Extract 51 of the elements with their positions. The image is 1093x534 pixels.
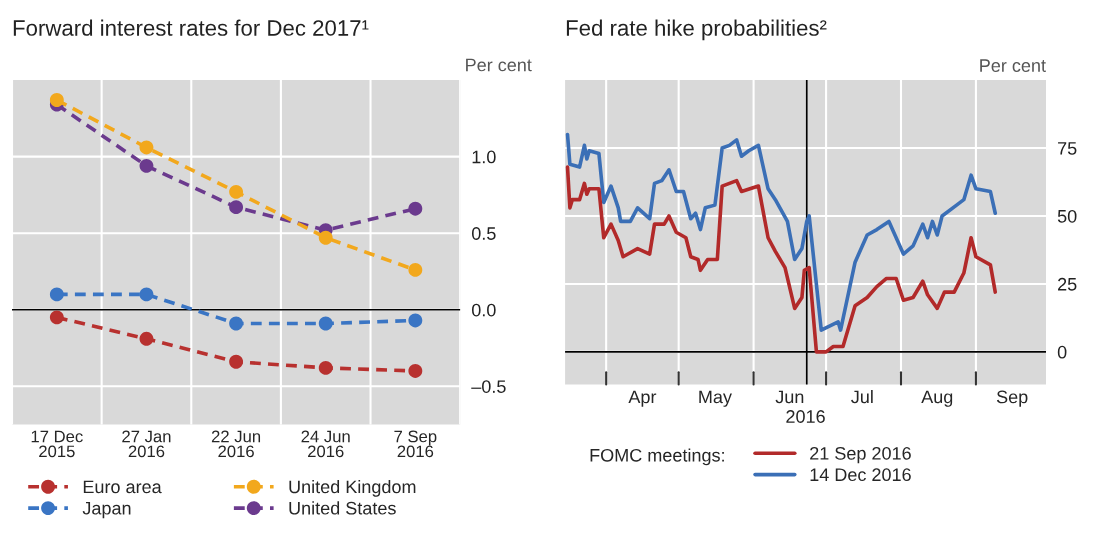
x-tick-label: Jun bbox=[775, 390, 804, 404]
y-axis-title: Per cent bbox=[466, 58, 532, 72]
legend-label: Japan bbox=[82, 501, 131, 519]
x-tick-label: Jul bbox=[851, 390, 873, 404]
x-tick-label: 24 Jun 2016 bbox=[301, 430, 350, 458]
point bbox=[408, 262, 423, 277]
y-tick-label: 0 bbox=[1057, 345, 1067, 359]
y-tick-label: 25 bbox=[1058, 277, 1077, 291]
point bbox=[229, 200, 244, 215]
point bbox=[408, 201, 423, 216]
x-tick-label: May bbox=[699, 390, 732, 407]
point bbox=[49, 93, 64, 107]
y-tick-label: 0.5 bbox=[471, 227, 496, 240]
legend-title: FOMC meetings: bbox=[590, 448, 724, 466]
y-tick-label: –0.5 bbox=[471, 380, 506, 393]
point bbox=[49, 287, 64, 302]
point bbox=[318, 360, 333, 375]
chart-title: Fed rate hike probabilities² bbox=[566, 19, 827, 41]
point bbox=[408, 364, 423, 378]
point bbox=[139, 331, 154, 346]
legend-label: 21 Sep 2016 bbox=[810, 446, 911, 464]
point bbox=[49, 310, 64, 325]
y-tick-label: 75 bbox=[1058, 142, 1077, 155]
x-tick-label: Sep bbox=[996, 390, 1028, 407]
point bbox=[139, 140, 154, 155]
legend-label: 14 Dec 2016 bbox=[810, 468, 911, 482]
point bbox=[318, 230, 333, 245]
legend-label: Euro area bbox=[83, 480, 162, 494]
y-tick-label: 50 bbox=[1057, 209, 1077, 223]
legend-label: United Kingdom bbox=[289, 479, 416, 497]
x-tick-label: 17 Dec 2015 bbox=[31, 430, 83, 458]
point bbox=[229, 184, 244, 199]
point bbox=[318, 316, 333, 331]
x-tick-label: Apr bbox=[628, 390, 657, 407]
point bbox=[229, 316, 244, 331]
legend-label: United States bbox=[289, 501, 396, 515]
x-tick-label: 27 Jan 2016 bbox=[122, 430, 171, 458]
x-tick-label: 22 Jun 2016 bbox=[211, 430, 261, 458]
x-axis-title: 2016 bbox=[786, 410, 825, 423]
point bbox=[139, 287, 154, 302]
x-tick-label: Aug bbox=[921, 390, 953, 407]
line-series bbox=[565, 165, 998, 354]
chart-title: Forward interest rates for Dec 2017¹ bbox=[13, 19, 369, 36]
y-tick-label: 0.0 bbox=[471, 303, 496, 317]
point bbox=[139, 158, 154, 173]
y-axis-title: Per cent bbox=[980, 59, 1046, 72]
x-tick-label: 7 Sep 2016 bbox=[394, 430, 437, 458]
point bbox=[408, 313, 423, 328]
point bbox=[229, 354, 244, 369]
y-tick-label: 1.0 bbox=[472, 150, 496, 164]
line-series bbox=[565, 132, 998, 332]
